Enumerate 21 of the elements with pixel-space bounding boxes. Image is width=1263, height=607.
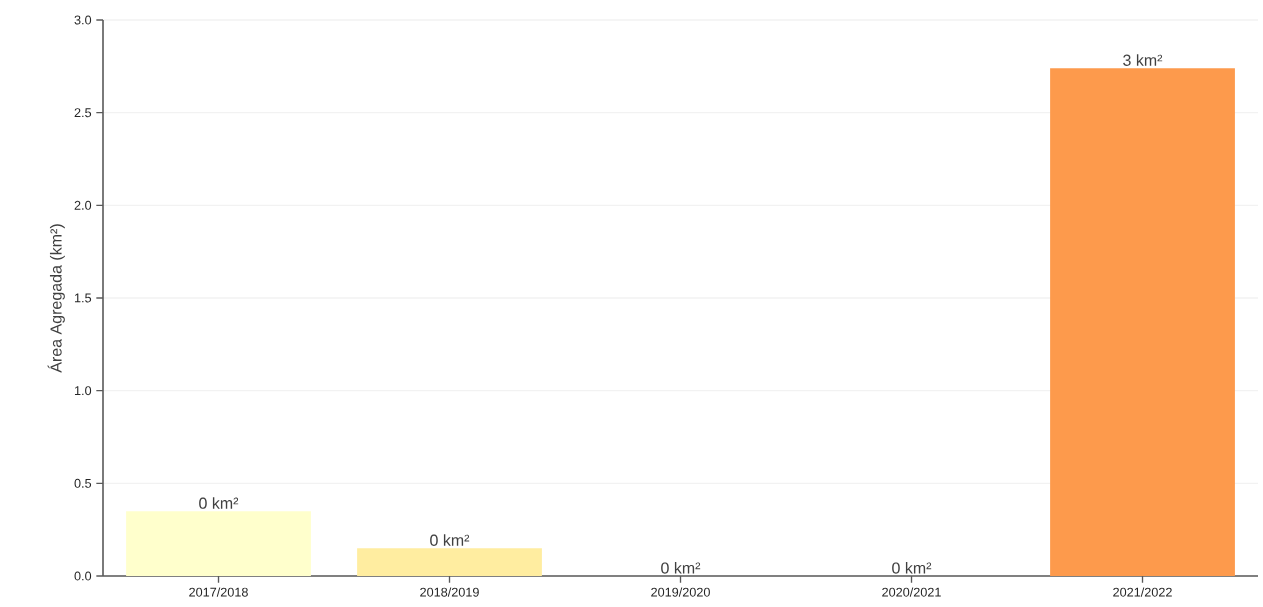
x-tick-label: 2019/2020	[651, 587, 710, 597]
x-tick-label: 2017/2018	[189, 587, 248, 597]
y-tick-label: 1.5	[74, 293, 92, 303]
x-tick-label: 2021/2022	[1113, 587, 1172, 597]
y-tick-label: 3.0	[74, 15, 92, 25]
y-tick-label: 2.0	[74, 200, 92, 210]
x-tick-label: 2020/2021	[882, 587, 941, 597]
data-label: 0 km²	[892, 561, 932, 574]
data-label: 3 km²	[1123, 54, 1163, 66]
y-tick-label: 2.5	[74, 108, 92, 118]
data-label: 0 km²	[661, 561, 701, 574]
bar	[357, 548, 542, 576]
y-tick-label: 0.0	[74, 571, 92, 581]
bar	[126, 511, 311, 576]
x-tick-label: 2018/2019	[420, 587, 479, 597]
data-label: 0 km²	[199, 497, 239, 509]
y-axis-title: Área Agregada (km²)	[47, 224, 65, 373]
y-tick-label: 0.5	[74, 478, 92, 488]
data-label: 0 km²	[430, 534, 470, 546]
bar	[1050, 68, 1235, 576]
y-tick-label: 1.0	[74, 386, 92, 396]
